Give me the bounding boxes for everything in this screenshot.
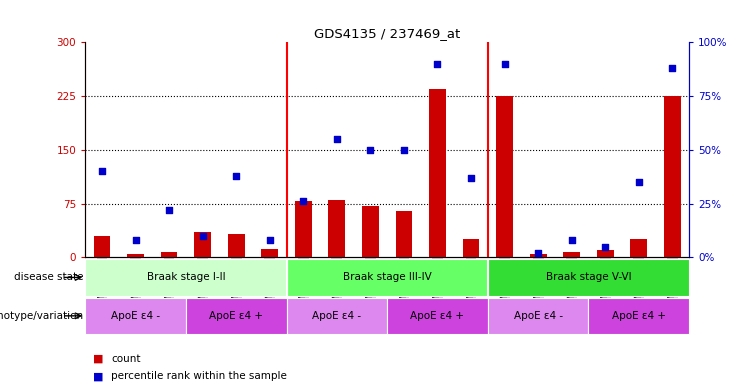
Text: ApoE ε4 +: ApoE ε4 + [209,311,263,321]
Title: GDS4135 / 237469_at: GDS4135 / 237469_at [314,26,460,40]
Bar [563,252,580,257]
Text: Braak stage V-VI: Braak stage V-VI [545,272,631,283]
Text: Braak stage III-IV: Braak stage III-IV [343,272,431,283]
Bar [287,298,387,334]
Text: ApoE ε4 -: ApoE ε4 - [514,311,562,321]
Bar [295,201,312,257]
Bar [127,254,144,257]
Bar [93,236,110,257]
Bar [85,298,186,334]
Point [431,61,443,67]
Text: ApoE ε4 -: ApoE ε4 - [312,311,362,321]
Point [666,65,678,71]
Bar [186,298,287,334]
Text: ■: ■ [93,354,103,364]
Bar [287,259,488,296]
Bar [462,239,479,257]
Point [196,233,208,239]
Point [163,207,175,213]
Text: ApoE ε4 +: ApoE ε4 + [411,311,465,321]
Bar [488,298,588,334]
Point [297,198,309,204]
Bar [328,200,345,257]
Bar [631,239,647,257]
Point [331,136,343,142]
Bar [664,96,681,257]
Point [633,179,645,185]
Point [96,168,108,174]
Text: ApoE ε4 -: ApoE ε4 - [111,311,160,321]
Bar [597,250,614,257]
Bar [85,259,287,296]
Text: ApoE ε4 +: ApoE ε4 + [612,311,666,321]
Bar [588,298,689,334]
Bar [362,206,379,257]
Point [465,175,477,181]
Point [532,250,544,256]
Bar [262,249,278,257]
Point [365,147,376,153]
Bar [488,259,689,296]
Text: genotype/variation: genotype/variation [0,311,84,321]
Text: Braak stage I-II: Braak stage I-II [147,272,225,283]
Text: ■: ■ [93,371,103,381]
Bar [496,96,513,257]
Bar [227,233,245,257]
Point [499,61,511,67]
Text: percentile rank within the sample: percentile rank within the sample [111,371,287,381]
Point [398,147,410,153]
Bar [396,211,412,257]
Point [130,237,142,243]
Text: disease state: disease state [14,272,84,283]
Text: count: count [111,354,141,364]
Point [264,237,276,243]
Point [566,237,578,243]
Bar [530,254,547,257]
Bar [194,232,211,257]
Bar [161,252,178,257]
Bar [387,298,488,334]
Point [599,243,611,250]
Point [230,172,242,179]
Bar [429,89,446,257]
